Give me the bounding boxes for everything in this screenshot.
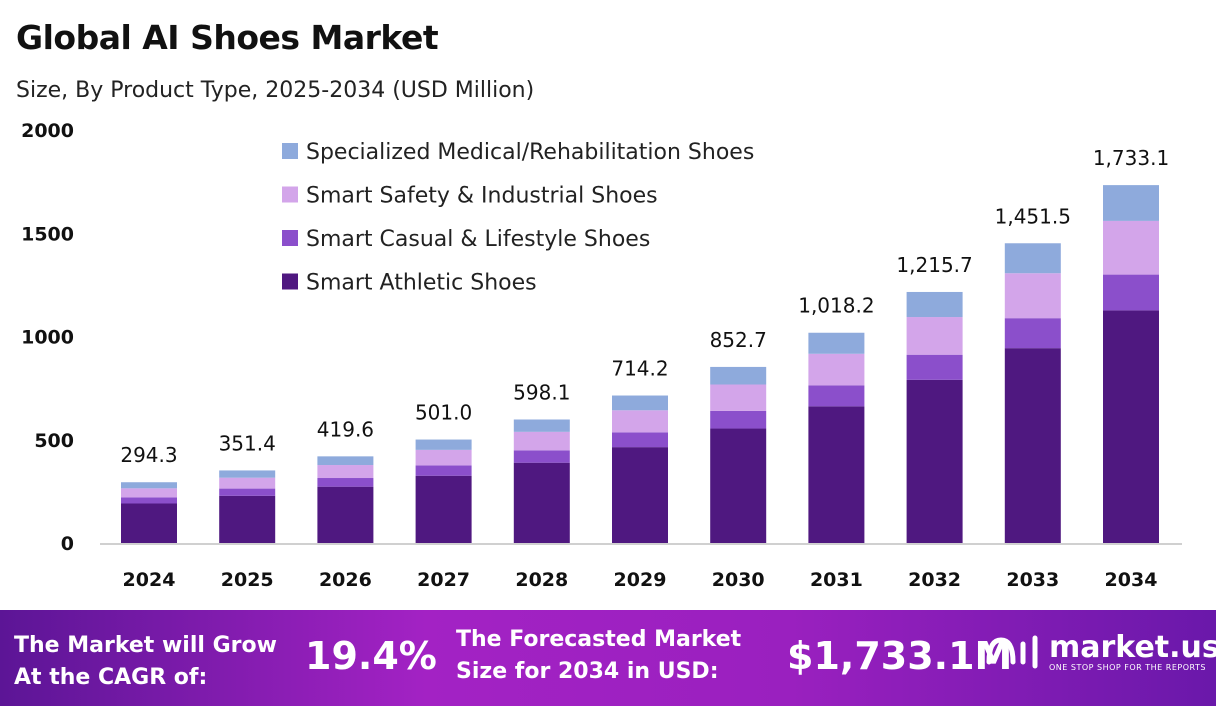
bar-total-label: 501.0: [415, 401, 472, 425]
footer-banner: The Market will Grow At the CAGR of: 19.…: [0, 610, 1216, 706]
bar-segment: [906, 291, 963, 318]
cagr-label-line2: At the CAGR of:: [14, 665, 208, 690]
bar-total-label: 419.6: [317, 417, 374, 441]
forecast-label-line2: Size for 2034 in USD:: [456, 659, 719, 684]
bar-segment: [415, 475, 472, 543]
y-tick-label: 1000: [21, 327, 74, 349]
y-tick-label: 0: [61, 533, 74, 555]
bar-segment: [710, 384, 767, 411]
bar-segment: [415, 465, 472, 476]
legend-label: Specialized Medical/Rehabilitation Shoes: [306, 140, 754, 165]
bar-segment: [219, 488, 276, 496]
bar-segment: [513, 431, 570, 451]
x-tick-label: 2031: [810, 569, 863, 591]
bar-segment: [1103, 310, 1159, 543]
bar-segment: [513, 450, 570, 463]
bar-segment: [906, 379, 963, 543]
chart-subtitle: Size, By Product Type, 2025-2034 (USD Mi…: [16, 78, 535, 103]
bar-segment: [1004, 273, 1061, 319]
forecast-label: The Forecasted Market Size for 2034 in U…: [456, 624, 741, 688]
bar-segment: [1103, 185, 1159, 221]
bar-total-label: 852.7: [710, 328, 767, 352]
bar-segment: [317, 465, 374, 479]
bar-segment: [219, 477, 276, 489]
bar-segment: [317, 478, 374, 487]
bar-segment: [612, 395, 668, 411]
cagr-value: 19.4%: [305, 634, 437, 678]
bar-total-label: 598.1: [513, 380, 570, 404]
x-tick-label: 2024: [123, 569, 176, 591]
forecast-label-line1: The Forecasted Market: [456, 627, 742, 652]
x-tick-label: 2028: [515, 569, 568, 591]
brand-name: market.us: [1049, 629, 1216, 665]
bar-total-label: 1,018.2: [798, 294, 874, 318]
x-tick-label: 2025: [221, 569, 274, 591]
brand-tagline: ONE STOP SHOP FOR THE REPORTS: [1049, 662, 1206, 672]
bar-segment: [317, 486, 374, 543]
y-tick-label: 500: [34, 430, 74, 452]
bar-segment: [906, 317, 963, 355]
bar-segment: [1004, 243, 1061, 274]
bar-segment: [612, 410, 668, 433]
bar-segment: [906, 354, 963, 380]
cagr-label: The Market will Grow At the CAGR of:: [14, 630, 277, 694]
bar-segment: [1004, 318, 1061, 349]
bar-total-label: 1,733.1: [1093, 146, 1169, 170]
bar-segment: [317, 456, 374, 466]
bar-segment: [710, 366, 767, 385]
x-tick-label: 2032: [908, 569, 961, 591]
bar-segment: [808, 332, 865, 354]
x-tick-label: 2034: [1105, 569, 1158, 591]
x-tick-label: 2033: [1006, 569, 1059, 591]
x-tick-label: 2026: [319, 569, 372, 591]
bar-segment: [219, 495, 276, 543]
legend-label: Smart Athletic Shoes: [306, 271, 537, 296]
bar-segment: [513, 462, 570, 543]
bar-segment: [219, 470, 276, 478]
bar-total-label: 294.3: [120, 443, 177, 467]
forecast-value: $1,733.1M: [787, 634, 1013, 678]
legend-swatch: [282, 273, 298, 290]
legend-swatch: [282, 143, 298, 159]
brand-logo: market.us ONE STOP SHOP FOR THE REPORTS: [985, 632, 1216, 672]
bar-segment: [808, 406, 865, 543]
x-tick-label: 2029: [614, 569, 667, 591]
stacked-bar-chart: 0 500 1000 1500 2000 294.3 2024 351.4 2025 419.6 2…: [21, 120, 1182, 591]
bar-total-label: 1,215.7: [896, 253, 972, 277]
x-tick-label: 2030: [712, 569, 765, 591]
legend-swatch: [282, 230, 298, 246]
bar-total-label: 714.2: [611, 357, 668, 381]
y-tick-label: 2000: [21, 120, 74, 142]
bar-segment: [415, 439, 472, 450]
bar-segment: [513, 419, 570, 432]
chart-title: Global AI Shoes Market: [16, 18, 439, 57]
legend-swatch: [282, 186, 298, 203]
bar-segment: [1103, 274, 1159, 311]
bar-segment: [710, 428, 767, 543]
bar-segment: [612, 432, 668, 448]
bar-segment: [121, 503, 177, 543]
bar-segment: [121, 482, 177, 489]
bar-segment: [808, 353, 865, 386]
y-tick-label: 1500: [21, 223, 74, 245]
legend-label: Smart Casual & Lifestyle Shoes: [306, 227, 650, 252]
bar-segment: [1103, 220, 1159, 275]
bar-segment: [612, 447, 668, 543]
x-tick-label: 2027: [417, 569, 470, 591]
cagr-label-line1: The Market will Grow: [14, 633, 277, 658]
bar-segment: [1004, 348, 1061, 543]
bar-total-label: 1,451.5: [995, 204, 1071, 228]
bar-segment: [415, 449, 472, 466]
bar-segment: [121, 497, 177, 504]
bar-segment: [121, 488, 177, 498]
bar-total-label: 351.4: [219, 431, 276, 455]
bar-segment: [710, 410, 767, 429]
legend-label: Smart Safety & Industrial Shoes: [306, 184, 658, 209]
bar-segment: [808, 385, 865, 407]
market-us-logo-icon: [986, 635, 1038, 669]
